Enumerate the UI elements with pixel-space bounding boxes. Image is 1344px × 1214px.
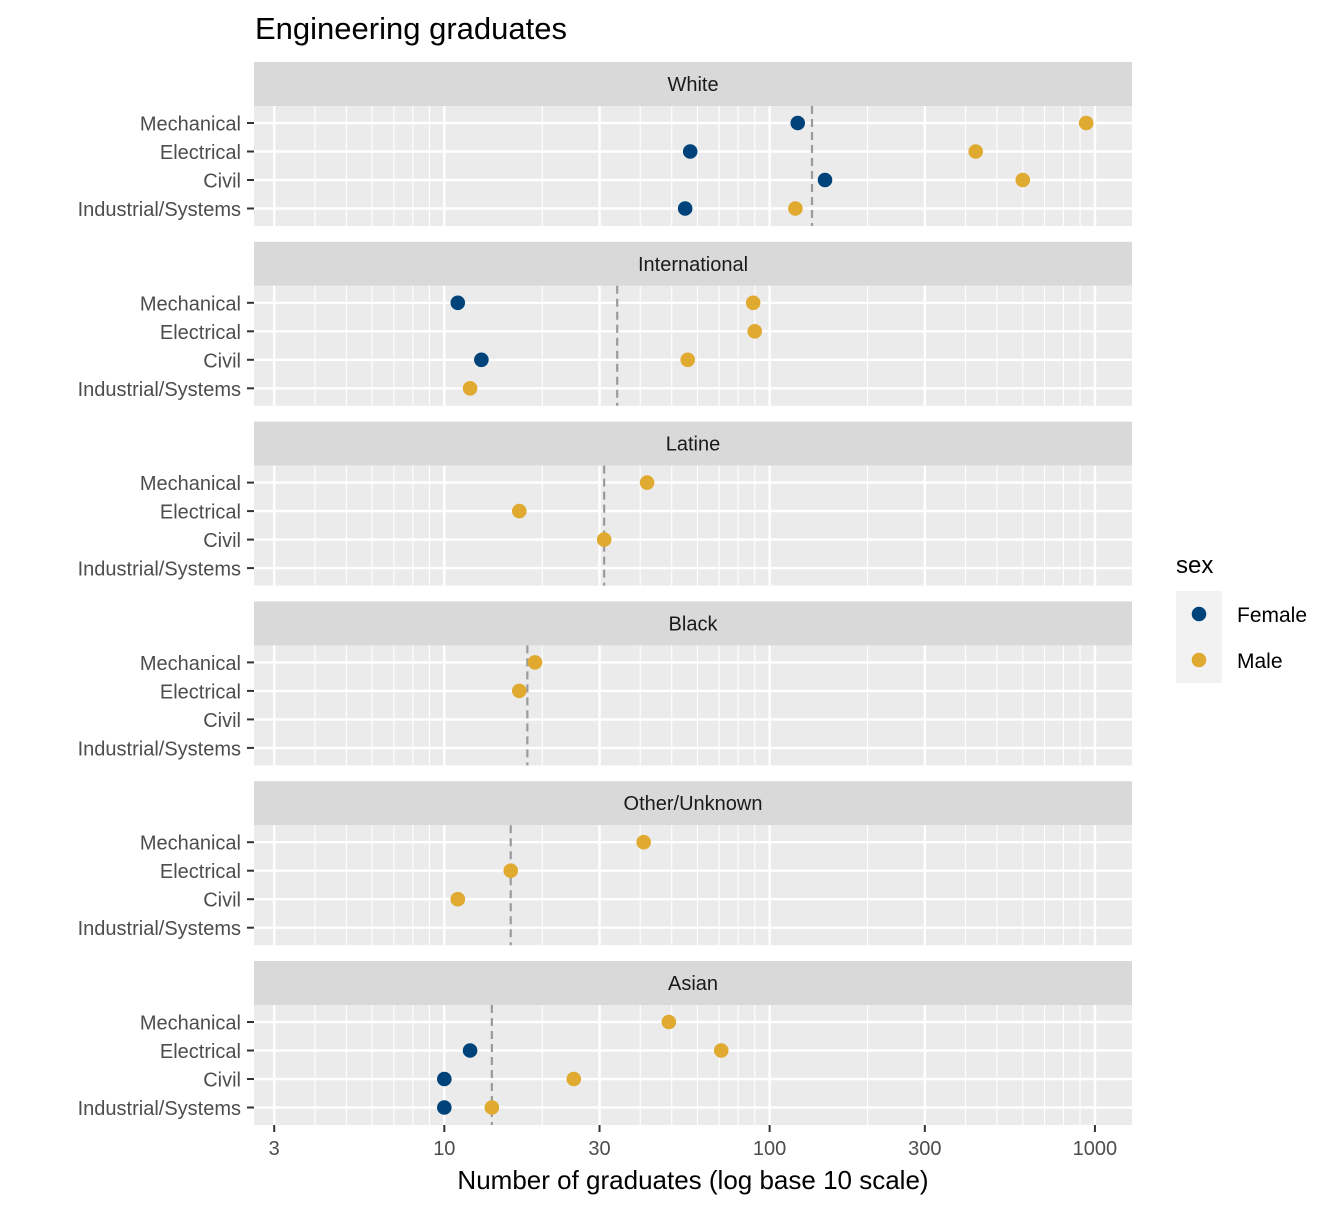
y-tick-label: Electrical <box>160 681 241 703</box>
panel-background <box>254 285 1132 406</box>
y-tick-label: Industrial/Systems <box>78 738 241 760</box>
x-axis: 3 10 30 100 300 1000 <box>269 1125 1118 1160</box>
facet-latine: Latine Mechanical Electrical Civil Industria… <box>78 421 1132 586</box>
x-tick-label: 1000 <box>1073 1138 1118 1160</box>
data-point-male <box>968 144 983 159</box>
data-point-female <box>462 1043 478 1058</box>
y-tick-label: Industrial/Systems <box>78 199 241 221</box>
y-tick-label: Civil <box>203 1070 241 1092</box>
data-point-female <box>450 295 466 311</box>
x-tick-label: 10 <box>433 1138 455 1160</box>
data-point-male <box>713 1043 729 1058</box>
facet-strip-background <box>254 62 1132 106</box>
y-tick-label: Industrial/Systems <box>78 1098 241 1120</box>
facet-strip-background <box>254 781 1132 826</box>
panel-background <box>254 106 1132 226</box>
data-point-male <box>1078 115 1094 131</box>
y-tick-label: Civil <box>203 171 241 193</box>
y-tick-label: Electrical <box>160 861 241 883</box>
legend-key-male <box>1191 652 1207 668</box>
data-point-female <box>437 1100 452 1115</box>
legend: sex Female Male <box>1176 552 1307 683</box>
panel-background <box>254 645 1132 766</box>
facet-strip-background <box>254 601 1132 646</box>
y-tick-label: Civil <box>203 530 241 552</box>
facet-strip-label: Latine <box>666 434 721 456</box>
chart-title: Engineering graduates <box>255 11 567 46</box>
x-axis-label: Number of graduates (log base 10 scale) <box>457 1165 928 1195</box>
facet-strip-label: White <box>667 74 718 96</box>
data-point-male <box>462 381 478 396</box>
data-point-male <box>680 352 696 368</box>
data-point-male <box>527 655 543 670</box>
legend-title: sex <box>1176 552 1213 579</box>
y-tick-label: Industrial/Systems <box>78 918 241 940</box>
y-tick-label: Civil <box>203 710 241 732</box>
y-tick-label: Mechanical <box>140 114 241 136</box>
facet-strip-label: International <box>638 254 748 276</box>
y-tick-label: Civil <box>203 890 241 912</box>
data-point-male <box>596 532 612 547</box>
y-tick-label: Electrical <box>160 142 241 164</box>
data-point-male <box>503 863 519 878</box>
data-point-female <box>682 144 698 159</box>
facet-white: White Mechanical Electrical Civil Industrial… <box>78 62 1132 226</box>
facet-strip-background <box>254 421 1132 466</box>
y-tick-label: Mechanical <box>140 473 241 495</box>
facet-other-unknown: Other/Unknown Mechanical Electrical Civil In… <box>78 781 1132 946</box>
data-point-female <box>817 172 833 188</box>
y-tick-label: Mechanical <box>140 293 241 315</box>
y-tick-label: Electrical <box>160 322 241 344</box>
panel-background <box>254 465 1132 586</box>
y-tick-label: Industrial/Systems <box>78 559 241 581</box>
data-point-male <box>484 1100 500 1115</box>
facet-asian: Asian Mechanical Electrical Civil Industrial… <box>78 961 1132 1125</box>
facet-strip-label: Black <box>669 613 719 635</box>
facet-strip-label: Asian <box>668 973 718 995</box>
x-tick-label: 100 <box>753 1138 786 1160</box>
facet-international: International Mechanical Electrical Civil In… <box>78 241 1132 406</box>
y-tick-label: Civil <box>203 350 241 372</box>
y-tick-label: Mechanical <box>140 833 241 855</box>
facet-strip-background <box>254 961 1132 1005</box>
y-tick-label: Electrical <box>160 502 241 524</box>
legend-label-female: Female <box>1237 604 1307 627</box>
panel-background <box>254 825 1132 946</box>
data-point-female <box>677 201 693 216</box>
legend-label-male: Male <box>1237 650 1283 673</box>
data-point-male <box>661 1014 677 1030</box>
data-point-male <box>636 834 651 850</box>
data-point-female <box>437 1071 452 1087</box>
y-tick-label: Electrical <box>160 1041 241 1063</box>
data-point-male <box>788 201 803 216</box>
data-point-female <box>790 115 806 131</box>
data-point-male <box>639 475 655 490</box>
facet-strip-label: Other/Unknown <box>624 793 763 815</box>
x-tick-label: 3 <box>269 1138 280 1160</box>
y-tick-label: Mechanical <box>140 653 241 675</box>
panel-background <box>254 1005 1132 1125</box>
data-point-male <box>1015 172 1031 188</box>
x-tick-label: 300 <box>908 1138 941 1160</box>
data-point-male <box>450 891 466 907</box>
y-tick-label: Mechanical <box>140 1013 241 1035</box>
data-point-male <box>511 503 527 519</box>
data-point-male <box>747 324 763 339</box>
legend-key-female <box>1191 606 1207 622</box>
y-tick-label: Industrial/Systems <box>78 379 241 401</box>
data-point-male <box>511 683 527 699</box>
facet-strip-background <box>254 241 1132 286</box>
panels-layer: White Mechanical Electrical Civil Industrial… <box>78 62 1132 1125</box>
data-point-female <box>474 352 489 368</box>
data-point-male <box>566 1071 582 1087</box>
data-point-male <box>745 295 761 311</box>
facet-black: Black Mechanical Electrical Civil Industrial… <box>78 601 1132 766</box>
x-tick-label: 30 <box>588 1138 610 1160</box>
